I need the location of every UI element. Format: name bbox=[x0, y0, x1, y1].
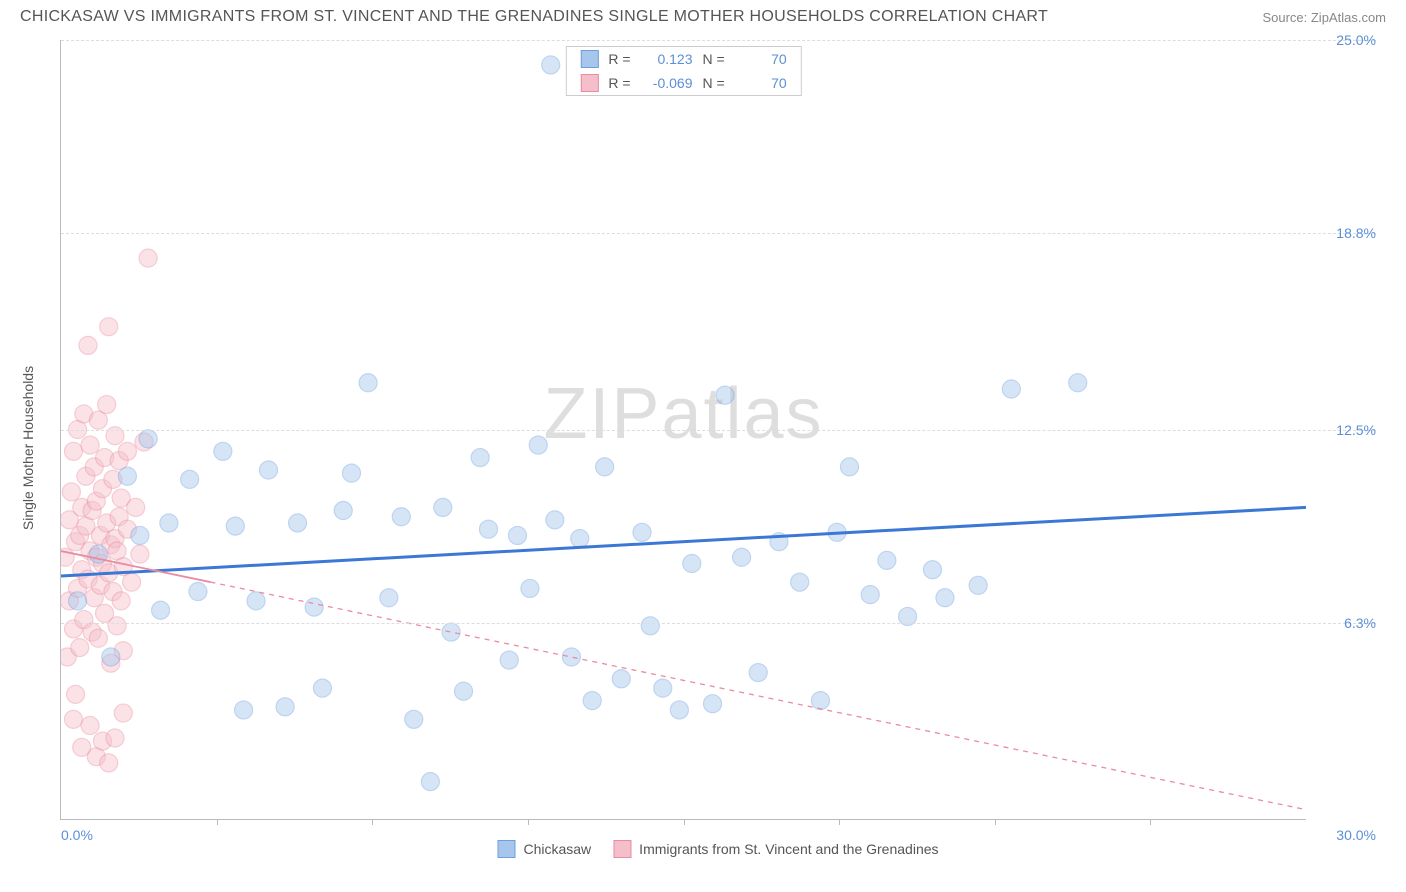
legend-item-2: Immigrants from St. Vincent and the Gren… bbox=[613, 840, 938, 858]
x-tick-end: 30.0% bbox=[1336, 827, 1376, 843]
legend-row-1: R = 0.123 N = 70 bbox=[566, 47, 800, 71]
plot-area: ZIPatlas R = 0.123 N = 70 R = -0.069 N =… bbox=[60, 40, 1306, 820]
r-value-1: 0.123 bbox=[641, 51, 693, 67]
x-tick-start: 0.0% bbox=[61, 827, 93, 843]
y-tick: 25.0% bbox=[1316, 32, 1376, 48]
legend-label-1: Chickasaw bbox=[523, 841, 591, 857]
swatch-series-1 bbox=[580, 50, 598, 68]
n-value-2: 70 bbox=[735, 75, 787, 91]
r-value-2: -0.069 bbox=[641, 75, 693, 91]
y-axis-label: Single Mother Households bbox=[20, 366, 36, 530]
n-value-1: 70 bbox=[735, 51, 787, 67]
legend-row-2: R = -0.069 N = 70 bbox=[566, 71, 800, 95]
header: CHICKASAW VS IMMIGRANTS FROM ST. VINCENT… bbox=[0, 0, 1406, 30]
swatch-series-2 bbox=[613, 840, 631, 858]
source-label: Source: ZipAtlas.com bbox=[1262, 10, 1386, 25]
r-label: R = bbox=[608, 51, 630, 67]
swatch-series-1 bbox=[497, 840, 515, 858]
y-tick: 18.8% bbox=[1316, 225, 1376, 241]
swatch-series-2 bbox=[580, 74, 598, 92]
chart-title: CHICKASAW VS IMMIGRANTS FROM ST. VINCENT… bbox=[20, 8, 1048, 26]
n-label: N = bbox=[703, 51, 725, 67]
r-label: R = bbox=[608, 75, 630, 91]
y-tick: 6.3% bbox=[1316, 615, 1376, 631]
legend-item-1: Chickasaw bbox=[497, 840, 591, 858]
y-tick: 12.5% bbox=[1316, 422, 1376, 438]
series-legend: Chickasaw Immigrants from St. Vincent an… bbox=[497, 840, 938, 858]
chart-container: Single Mother Households ZIPatlas R = 0.… bbox=[50, 30, 1386, 850]
watermark: ZIPatlas bbox=[543, 373, 823, 455]
correlation-legend: R = 0.123 N = 70 R = -0.069 N = 70 bbox=[565, 46, 801, 96]
legend-label-2: Immigrants from St. Vincent and the Gren… bbox=[639, 841, 938, 857]
n-label: N = bbox=[703, 75, 725, 91]
